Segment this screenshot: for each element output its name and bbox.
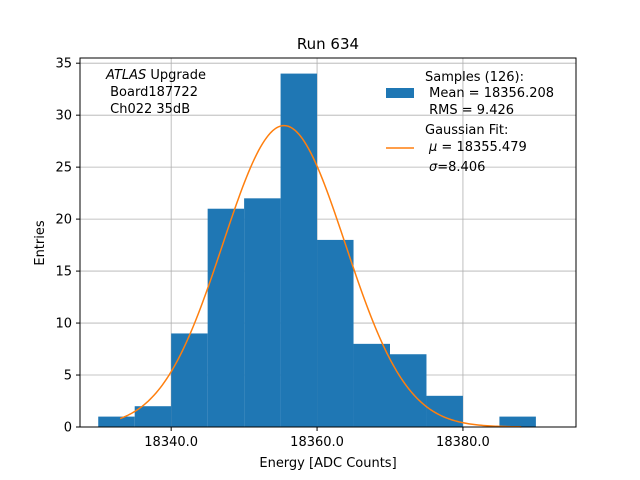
legend-fit-sigma: σ=8.406 [429,160,485,175]
histogram-bar [134,406,172,427]
axes-frame [79,57,577,428]
y-axis-label: Entries [33,220,48,266]
histogram-bar [171,333,208,427]
legend-mu-value: = 18355.479 [437,140,526,155]
legend-samples-swatch [386,88,414,98]
y-tick-label: 0 [64,421,72,436]
legend-fit-title: Gaussian Fit: [425,123,508,138]
histogram-bar [317,239,354,427]
y-tick-label: 15 [55,265,72,280]
y-tick-label: 20 [55,213,72,228]
legend-fit-mu: μ = 18355.479 [428,140,527,155]
histogram-bar [499,416,536,427]
gaussian-fit-curve [119,124,522,428]
histogram-bar [353,343,390,427]
y-axis-ticks: 0 5 10 15 20 25 30 35 [55,57,80,436]
histogram-bar [207,208,245,427]
y-tick-label: 5 [64,369,72,384]
x-tick-label: 18360.0 [290,435,344,450]
x-axis-ticks: 18340.0 18360.0 18380.0 [144,427,490,450]
atlas-annotation-line1: ATLAS Upgrade [105,68,206,83]
legend-samples-rms: RMS = 9.426 [425,103,514,118]
y-tick-label: 30 [55,109,72,124]
atlas-annotation-channel: Ch022 35dB [106,102,190,117]
histogram-bars [98,73,536,427]
y-tick-label: 10 [55,317,72,332]
histogram-bar [98,416,135,427]
histogram-bar [390,354,427,427]
legend-samples-title: Samples (126): [425,70,524,85]
histogram-bar [244,198,281,427]
y-tick-label: 35 [55,57,72,72]
x-tick-label: 18380.0 [436,435,490,450]
legend-sigma-symbol: σ [429,160,438,175]
legend-sigma-value: =8.406 [437,160,485,175]
atlas-italic: ATLAS [105,68,146,83]
legend: Samples (126): Mean = 18356.208 RMS = 9.… [386,70,554,175]
x-tick-label: 18340.0 [144,435,198,450]
legend-samples-mean: Mean = 18356.208 [425,86,554,101]
atlas-upgrade: Upgrade [146,68,206,83]
histogram-bar [280,73,318,427]
y-tick-label: 25 [55,161,72,176]
atlas-annotation-board: Board187722 [106,85,198,100]
chart-title: Run 634 [297,35,359,53]
x-axis-label: Energy [ADC Counts] [259,456,396,471]
legend-mu-symbol: μ [428,140,437,155]
